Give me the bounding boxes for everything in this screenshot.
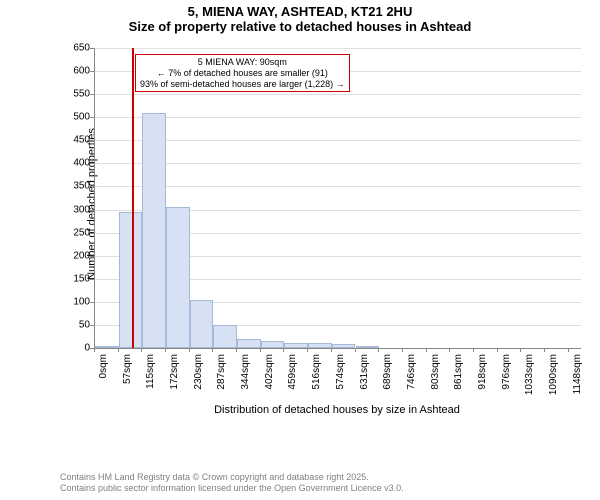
x-tick-label: 1033sqm xyxy=(524,354,535,395)
x-tick-label: 344sqm xyxy=(240,354,251,390)
title-line-1: 5, MIENA WAY, ASHTEAD, KT21 2HU xyxy=(0,4,600,19)
x-tick-mark xyxy=(141,348,142,352)
x-tick-label: 918sqm xyxy=(477,354,488,390)
x-tick-label: 115sqm xyxy=(145,354,156,389)
chart-container: Number of detached properties 0501001502… xyxy=(60,48,580,388)
title-line-2: Size of property relative to detached ho… xyxy=(0,19,600,34)
x-tick-mark xyxy=(568,348,569,352)
reference-line xyxy=(132,48,134,348)
x-tick-mark xyxy=(331,348,332,352)
grid-line xyxy=(95,163,581,164)
x-tick-mark xyxy=(544,348,545,352)
x-tick-label: 976sqm xyxy=(501,354,512,390)
x-tick-label: 1090sqm xyxy=(548,354,559,395)
y-tick-label: 50 xyxy=(60,319,90,330)
x-tick-label: 459sqm xyxy=(287,354,298,390)
plot-area: 5 MIENA WAY: 90sqm ← 7% of detached hous… xyxy=(94,48,581,349)
y-tick-label: 550 xyxy=(60,89,90,100)
x-tick-label: 746sqm xyxy=(406,354,417,390)
x-tick-label: 516sqm xyxy=(311,354,322,390)
x-tick-label: 0sqm xyxy=(98,354,109,378)
x-tick-mark xyxy=(94,348,95,352)
x-tick-mark xyxy=(402,348,403,352)
x-tick-label: 574sqm xyxy=(335,354,346,390)
x-tick-mark xyxy=(212,348,213,352)
y-tick-label: 0 xyxy=(60,343,90,354)
y-tick-label: 400 xyxy=(60,158,90,169)
x-tick-mark xyxy=(236,348,237,352)
y-axis-ticks: 050100150200250300350400450500550600650 xyxy=(60,48,94,348)
x-tick-mark xyxy=(283,348,284,352)
x-tick-label: 861sqm xyxy=(453,354,464,390)
x-tick-mark xyxy=(497,348,498,352)
x-tick-label: 1148sqm xyxy=(572,354,583,394)
x-tick-mark xyxy=(307,348,308,352)
chart-title-block: 5, MIENA WAY, ASHTEAD, KT21 2HU Size of … xyxy=(0,0,600,34)
annotation-line-2: ← 7% of detached houses are smaller (91) xyxy=(140,68,345,79)
x-tick-mark xyxy=(355,348,356,352)
x-tick-mark xyxy=(165,348,166,352)
grid-line xyxy=(95,94,581,95)
histogram-bar xyxy=(237,339,261,348)
credits-line-1: Contains HM Land Registry data © Crown c… xyxy=(60,472,404,483)
credits-block: Contains HM Land Registry data © Crown c… xyxy=(60,472,404,494)
x-tick-mark xyxy=(189,348,190,352)
credits-line-2: Contains public sector information licen… xyxy=(60,483,404,494)
histogram-bar xyxy=(119,212,143,348)
grid-line xyxy=(95,140,581,141)
y-tick-label: 200 xyxy=(60,250,90,261)
y-tick-label: 300 xyxy=(60,204,90,215)
y-tick-label: 650 xyxy=(60,43,90,54)
x-axis-ticks: 0sqm 57sqm 115sqm 172sqm 230sqm 287sqm 344sqm 4… xyxy=(94,348,580,408)
y-tick-label: 150 xyxy=(60,273,90,284)
y-tick-label: 350 xyxy=(60,181,90,192)
x-tick-mark xyxy=(473,348,474,352)
y-tick-label: 250 xyxy=(60,227,90,238)
annotation-box: 5 MIENA WAY: 90sqm ← 7% of detached hous… xyxy=(135,54,350,92)
grid-line xyxy=(95,48,581,49)
x-tick-mark xyxy=(378,348,379,352)
x-tick-label: 57sqm xyxy=(122,354,133,384)
grid-line xyxy=(95,117,581,118)
x-tick-label: 689sqm xyxy=(382,354,393,390)
annotation-line-1: 5 MIENA WAY: 90sqm xyxy=(140,57,345,68)
y-tick-label: 450 xyxy=(60,135,90,146)
grid-line xyxy=(95,186,581,187)
annotation-line-3: 93% of semi-detached houses are larger (… xyxy=(140,79,345,90)
x-tick-mark xyxy=(520,348,521,352)
x-tick-label: 230sqm xyxy=(193,354,204,390)
x-tick-label: 631sqm xyxy=(359,354,370,390)
x-tick-label: 287sqm xyxy=(216,354,227,390)
histogram-bar xyxy=(142,113,166,348)
histogram-bar xyxy=(213,325,237,348)
x-tick-mark xyxy=(449,348,450,352)
y-tick-label: 500 xyxy=(60,112,90,123)
x-tick-label: 803sqm xyxy=(430,354,441,390)
y-tick-label: 600 xyxy=(60,66,90,77)
histogram-bar xyxy=(190,300,214,348)
x-tick-label: 172sqm xyxy=(169,354,180,390)
x-tick-mark xyxy=(118,348,119,352)
y-tick-label: 100 xyxy=(60,296,90,307)
x-axis-label: Distribution of detached houses by size … xyxy=(94,404,580,442)
histogram-bar xyxy=(261,341,285,348)
histogram-bar xyxy=(166,207,190,348)
x-tick-label: 402sqm xyxy=(264,354,275,390)
x-tick-mark xyxy=(260,348,261,352)
x-tick-mark xyxy=(426,348,427,352)
